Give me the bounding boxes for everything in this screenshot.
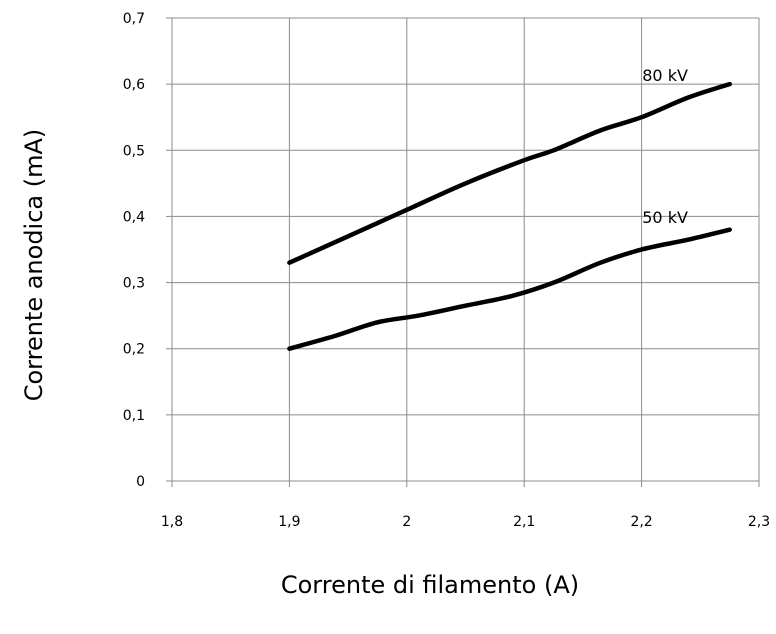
series-line-50-kv bbox=[287, 227, 732, 351]
series-lines bbox=[287, 81, 732, 351]
x-tick-label: 1,9 bbox=[278, 514, 300, 530]
x-tick-label: 2,3 bbox=[748, 514, 770, 530]
y-tick-label: 0,2 bbox=[123, 342, 145, 358]
x-tick-label: 2,1 bbox=[513, 514, 535, 530]
y-axis-title: Corrente anodica (mA) bbox=[20, 129, 48, 402]
series-line-80-kv bbox=[287, 81, 732, 265]
y-tick-label: 0,3 bbox=[123, 276, 145, 292]
x-axis-title: Corrente di filamento (A) bbox=[281, 571, 579, 599]
axes bbox=[166, 17, 760, 487]
series-label-50-kv: 50 kV bbox=[642, 208, 688, 227]
y-tick-label: 0,1 bbox=[123, 408, 145, 424]
x-tick-label: 2,2 bbox=[630, 514, 652, 530]
tick-labels: 0 0,1 0,2 0,3 0,4 0,5 0,6 0,7 1,8 1,9 2 2,1 2,2 2,3 bbox=[123, 11, 770, 530]
gridlines bbox=[172, 17, 760, 481]
y-tick-label: 0,6 bbox=[123, 77, 145, 93]
y-tick-label: 0,5 bbox=[123, 143, 145, 159]
y-tick-label: 0,7 bbox=[123, 11, 145, 27]
y-tick-label: 0 bbox=[136, 474, 145, 490]
series-label-80-kv: 80 kV bbox=[642, 66, 688, 85]
x-tick-label: 1,8 bbox=[161, 514, 183, 530]
y-tick-label: 0,4 bbox=[123, 209, 145, 225]
x-tick-label: 2 bbox=[402, 514, 411, 530]
series-labels: 80 kV 50 kV bbox=[642, 66, 688, 227]
